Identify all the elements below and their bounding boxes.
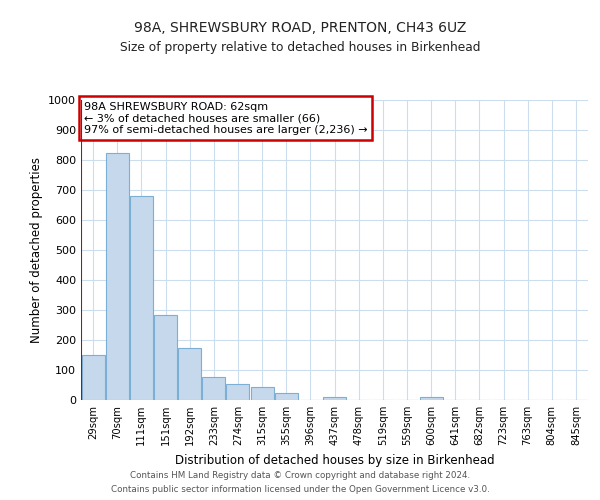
Text: 98A, SHREWSBURY ROAD, PRENTON, CH43 6UZ: 98A, SHREWSBURY ROAD, PRENTON, CH43 6UZ xyxy=(134,20,466,34)
Bar xyxy=(178,348,201,400)
Bar xyxy=(323,397,346,400)
Text: Contains HM Land Registry data © Crown copyright and database right 2024.: Contains HM Land Registry data © Crown c… xyxy=(130,472,470,480)
Text: 98A SHREWSBURY ROAD: 62sqm
← 3% of detached houses are smaller (66)
97% of semi-: 98A SHREWSBURY ROAD: 62sqm ← 3% of detac… xyxy=(83,102,367,134)
X-axis label: Distribution of detached houses by size in Birkenhead: Distribution of detached houses by size … xyxy=(175,454,494,466)
Bar xyxy=(419,397,443,400)
Bar xyxy=(251,388,274,400)
Bar xyxy=(154,314,177,400)
Bar xyxy=(226,384,250,400)
Bar xyxy=(202,376,225,400)
Bar xyxy=(82,355,104,400)
Bar xyxy=(275,394,298,400)
Bar xyxy=(106,152,128,400)
Text: Contains public sector information licensed under the Open Government Licence v3: Contains public sector information licen… xyxy=(110,484,490,494)
Y-axis label: Number of detached properties: Number of detached properties xyxy=(29,157,43,343)
Text: Size of property relative to detached houses in Birkenhead: Size of property relative to detached ho… xyxy=(120,41,480,54)
Bar xyxy=(130,196,153,400)
